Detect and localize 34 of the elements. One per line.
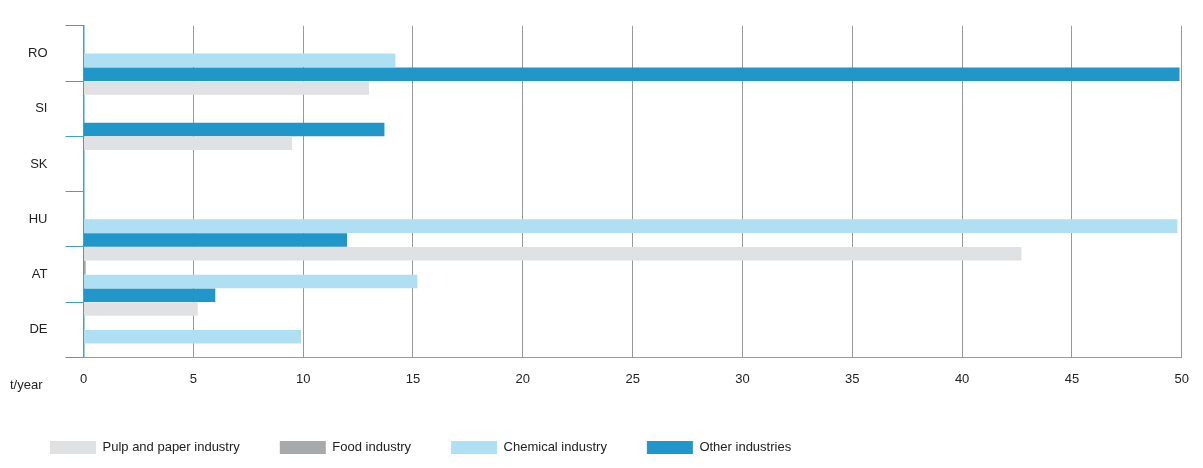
x-tick-label: 50 [1174, 370, 1189, 386]
bar [84, 122, 385, 137]
bar [84, 233, 348, 247]
bar [84, 67, 1180, 81]
y-tick-label: SI [35, 100, 48, 116]
x-tick-label: 45 [1064, 370, 1080, 386]
legend-label: Pulp and paper industry [102, 439, 241, 455]
x-tick-label: 40 [954, 370, 970, 386]
y-tick-label: HU [28, 210, 48, 226]
x-tick-label: 5 [189, 370, 197, 386]
bar [84, 136, 293, 151]
x-tick-label: 25 [625, 370, 640, 386]
y-tick-label: AT [31, 266, 48, 282]
bar [84, 329, 301, 344]
y-tick-label: RO [28, 45, 48, 61]
y-tick-label: DE [29, 321, 48, 337]
bar [84, 219, 1178, 233]
bar [84, 274, 418, 289]
bar [84, 247, 1022, 261]
legend-label: Chemical industry [503, 439, 608, 455]
bar [84, 81, 370, 95]
x-tick-label: 30 [735, 370, 750, 386]
x-tick-label: 15 [405, 370, 421, 386]
x-tick-label: 0 [79, 370, 88, 386]
x-tick-label: 10 [295, 370, 311, 386]
legend-label: Other industries [699, 439, 792, 455]
bar [84, 302, 198, 316]
y-tick-label: SK [30, 155, 48, 171]
x-tick-label: 35 [845, 370, 860, 386]
bar [84, 288, 216, 302]
x-axis-title: t/year [10, 376, 44, 392]
x-tick-label: 20 [515, 370, 531, 386]
legend-label: Food industry [332, 439, 412, 455]
bar [84, 53, 396, 68]
